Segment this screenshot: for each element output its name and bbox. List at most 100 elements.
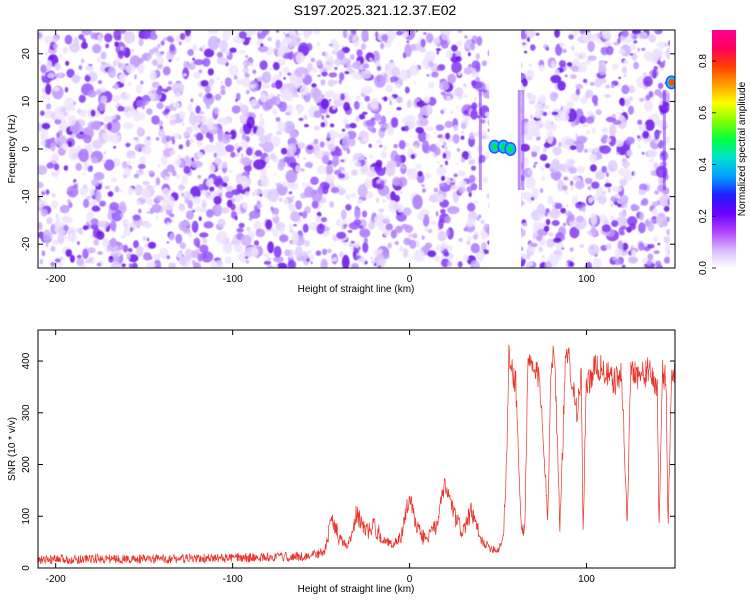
spectrogram-cell [469,132,475,140]
spectrogram-cell [130,226,133,233]
spectrogram-cell [135,84,142,94]
spectrogram-cell [539,94,546,105]
spectrogram-cell [282,181,286,188]
spectrogram-cell [375,31,379,38]
spectrogram-cell [148,170,154,175]
spectrogram-cell [168,171,171,175]
spectrogram-cell [301,182,307,187]
spectrogram-cell [53,163,60,171]
spectrogram-cell [579,207,582,212]
spectrogram-cell [97,220,109,228]
spectrogram-cell [166,86,172,91]
spectrogram-cell [606,137,612,143]
spectrogram-cell [404,125,409,132]
spectrogram-cell [278,197,283,203]
spectrogram-cell [404,142,410,147]
spectrogram-cell [395,83,402,89]
spectrogram-cell [589,153,598,163]
spectrogram-cell [548,123,558,132]
spectrogram-cell [287,143,297,155]
spectrogram-cell [179,256,188,266]
spectrogram-cell [439,81,450,91]
spectrogram-cell [187,200,193,209]
spectrogram-cell [267,241,274,254]
spectrogram-cell [537,213,542,220]
spectrogram-cell [160,171,166,178]
spectrogram-cell [376,65,382,71]
colorbar-tick-label: 0.8 [698,54,709,68]
spectrogram-cell [345,204,352,211]
spectrogram-cell [446,49,453,59]
spectrogram-cell [224,49,230,56]
spectrogram-cell [53,86,60,92]
spectrogram-cell [440,30,452,35]
spectrogram-cell [637,135,641,139]
spectrogram-cell [41,122,51,130]
spectrogram-cell [155,177,161,186]
spectrogram-cell [588,196,593,204]
spectrogram-cell [215,259,223,268]
spectrogram-cell [387,242,392,249]
spectrogram-cell [63,165,69,171]
spectrogram-cell [375,159,383,168]
spectrogram-cell [300,168,305,172]
spectrogram-cell [121,205,127,211]
spectrogram-cell [425,133,431,140]
spectrogram-cell [526,253,531,260]
spectrogram-cell [601,224,611,233]
spectrogram-cell [295,200,302,210]
spectrogram-cell [628,256,638,264]
hotspot-core [668,78,675,86]
spectrogram-cell [127,186,134,196]
spectrogram-cell [295,52,305,64]
spectrogram-cell [67,115,77,126]
spectrogram-cell [615,258,621,266]
spectrogram-cell [221,207,230,214]
spectrogram-cell [360,256,366,265]
spectrogram-cell [346,31,352,36]
spectrogram-cell [199,111,205,115]
spectrogram-cell [582,78,588,84]
spectrogram-cell [235,98,238,102]
spectrogram-cell [457,72,461,76]
spectrogram-cell [298,81,302,84]
hotspot-core [491,143,498,151]
spectrogram-cell [63,111,69,117]
spectrogram-cell [63,224,69,231]
spectrogram-cell [339,150,343,157]
spectrogram-cell [103,151,107,155]
spectrogram-cell [101,86,106,93]
colorbar-tick-label: 0.6 [698,105,709,119]
spectrogram-cell [156,102,164,110]
spectrogram-cell [381,34,389,42]
spectrogram-cell [647,253,654,261]
spectrogram-cell [57,72,63,78]
spectrogram-cell [383,146,387,151]
spectrogram-cell [344,70,350,75]
spectrogram-cell [461,150,470,160]
spectrogram-cell [133,173,140,179]
spectrogram-cell [183,192,189,197]
spectrogram-cell [202,237,208,244]
spectrogram-cell [294,93,299,98]
spectrogram-cell [78,94,86,103]
spectrogram-cell [544,212,548,217]
spectrogram-cell [110,133,121,144]
spectrogram-cell [360,69,372,79]
spectrogram-cell [390,191,396,201]
spectrogram-cell [91,157,99,164]
spectrogram-cell [452,177,457,181]
spectrogram-cell [46,216,53,225]
spectrogram-cell [95,89,102,96]
spectrogram-cell [156,87,163,96]
spectrogram-cell [133,240,139,249]
spectrogram-streak [478,90,482,190]
spectrogram-cell [347,230,353,233]
spectrogram-cell [117,62,122,68]
spectrogram-cell [353,100,360,110]
spectrogram-cell [114,41,119,47]
spectrogram-cell [383,73,388,80]
spectrogram-cell [530,44,536,51]
spectrogram-cell [225,144,235,153]
spectrogram-cell [538,64,545,72]
